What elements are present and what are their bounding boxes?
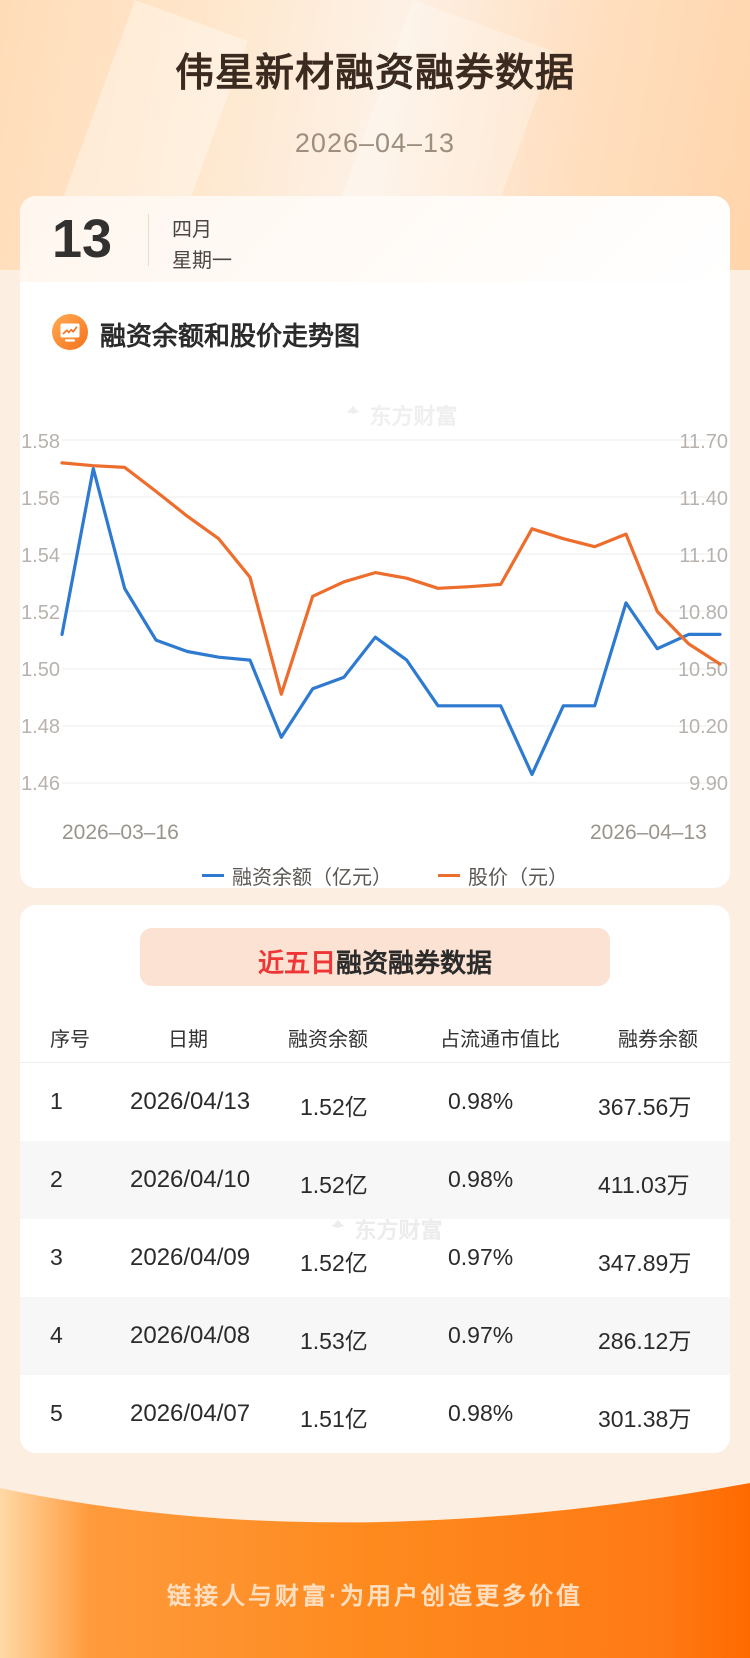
svg-text:10.80: 10.80	[678, 602, 728, 624]
svg-text:11.10: 11.10	[679, 545, 728, 567]
svg-text:1.52: 1.52	[21, 602, 60, 624]
svg-text:1.56: 1.56	[21, 488, 60, 510]
svg-text:10.20: 10.20	[678, 716, 728, 738]
svg-text:11.70: 11.70	[679, 431, 728, 453]
svg-text:10.50: 10.50	[678, 659, 728, 681]
svg-text:1.58: 1.58	[21, 431, 60, 453]
svg-text:11.40: 11.40	[679, 488, 728, 510]
svg-text:1.48: 1.48	[21, 716, 60, 738]
svg-text:1.50: 1.50	[21, 659, 60, 681]
svg-text:1.54: 1.54	[21, 545, 60, 567]
svg-text:9.90: 9.90	[689, 773, 728, 795]
svg-text:1.46: 1.46	[21, 773, 60, 795]
